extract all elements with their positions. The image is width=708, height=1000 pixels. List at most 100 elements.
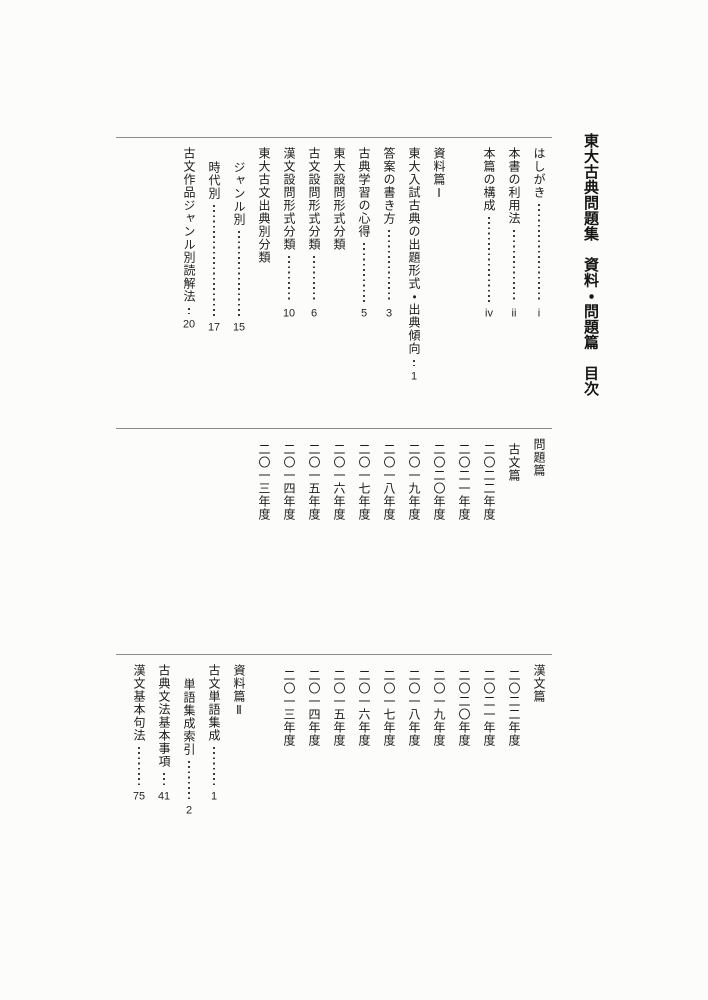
toc-entry: 二〇二〇年度 (426, 438, 451, 525)
toc-entry: 古典文法基本事項 41 (151, 664, 176, 802)
dotted-leader (187, 308, 190, 314)
page-number: 6 (310, 308, 318, 319)
toc-column-list: 漢文篇 二〇二二年度 二〇二一年度 二〇二〇年度 二〇一九年度 二〇一八年度 二〇一七年度二… (116, 655, 552, 816)
toc-entry: 二〇二〇年度 (451, 664, 476, 807)
toc-entry-label: 古文作品ジャンル別読解法 (182, 147, 196, 303)
dotted-leader (212, 747, 215, 786)
dotted-leader (237, 231, 240, 317)
toc-entry: 二〇一六年度 (351, 664, 376, 807)
toc-entry-label: 答案の書き方 (382, 147, 396, 225)
toc-entry: 古文作品ジャンル別読解法 20 (176, 147, 201, 330)
toc-entry-label: 漢文基本句法 (132, 664, 146, 742)
dotted-leader (412, 360, 415, 366)
toc-heading-label: 東大古文出典別分類 (257, 147, 271, 264)
page-number: 20 (182, 319, 196, 330)
toc-entry-label: 二〇一五年度 (307, 443, 321, 521)
toc-entry: 二〇二二年度 (476, 438, 501, 525)
toc-entry: 二〇一七年度 (351, 438, 376, 525)
toc-entry-label: 二〇一八年度 (407, 669, 421, 747)
toc-entry-label: 二〇一九年度 (407, 443, 421, 521)
toc-entry: 古文単語集成 1 (201, 664, 226, 802)
toc-column-list: はしがき i 本書の利用法 ii 本篇の構成 iv 資料篇Ⅰ 東大入試古典の出題形式・出典傾向… (116, 138, 552, 382)
toc-entry-label: 二〇一七年度 (382, 669, 396, 747)
page-number: 2 (185, 805, 193, 816)
toc-heading: 東大古文出典別分類 (251, 147, 276, 319)
toc-heading-label: 資料篇Ⅰ (432, 147, 446, 201)
toc-entry-label: 二〇二一年度 (457, 443, 471, 521)
toc-entry: 二〇一八年度 (401, 664, 426, 807)
page-number: 15 (232, 322, 246, 333)
toc-heading: 資料篇Ⅰ (426, 147, 451, 319)
toc-entry-label: 二〇二二年度 (507, 669, 521, 747)
toc-heading-label: 古文篇 (507, 443, 521, 482)
toc-entry: 時代別 17 (201, 147, 226, 333)
toc-section-kanbun-shiryo2: 漢文篇 二〇二二年度 二〇二一年度 二〇二〇年度 二〇一九年度 二〇一八年度 二〇一七年度二… (116, 654, 552, 816)
toc-entry-label: 古文設問形式分類 (307, 147, 321, 251)
toc-entry: 二〇二一年度 (476, 664, 501, 807)
toc-heading-label: 東大設問形式分類 (332, 147, 346, 251)
toc-heading-label: 問題篇 (532, 438, 546, 477)
toc-entry-label: 二〇一七年度 (357, 443, 371, 521)
toc-entry: 古文設問形式分類 6 (301, 147, 326, 319)
page-title: 東大古典問題集 資料・問題篇 目次 (582, 133, 599, 397)
toc-entry: 古典学習の心得 5 (351, 147, 376, 319)
dotted-leader (537, 204, 540, 303)
dotted-leader (162, 773, 165, 786)
toc-entry-label: 二〇一六年度 (357, 669, 371, 747)
toc-entry: 二〇一七年度 (376, 664, 401, 807)
toc-entry: ジャンル別 15 (226, 147, 251, 333)
page-number: 17 (207, 322, 221, 333)
toc-entry: 二〇一八年度 (376, 438, 401, 525)
dotted-leader (362, 243, 365, 303)
toc-entry: 二〇一三年度 (251, 438, 276, 525)
toc-entry-label: 二〇一六年度 (332, 443, 346, 521)
toc-entry-label: 二〇一三年度 (282, 669, 296, 747)
toc-entry: 答案の書き方 3 (376, 147, 401, 319)
toc-entry-label: 二〇一九年度 (432, 669, 446, 747)
toc-entry: 本書の利用法 ii (501, 147, 526, 319)
page-number: i (537, 308, 541, 319)
toc-entry: 二〇一四年度 (276, 438, 301, 525)
toc-heading: 古文篇 (501, 438, 526, 525)
page-number: 1 (210, 791, 218, 802)
toc-heading-label: 資料篇Ⅱ (232, 664, 246, 718)
toc-section-mondai-kobun: 問題篇 古文篇 二〇二二年度 二〇二一年度 二〇二〇年度 二〇一九年度 二〇一八年度 二〇一七… (116, 428, 552, 525)
toc-entry-label: 二〇二二年度 (482, 443, 496, 521)
toc-entry-label: 東大入試古典の出題形式・出典傾向 (407, 147, 421, 355)
toc-entry: 二〇一九年度 (426, 664, 451, 807)
dotted-leader (512, 230, 515, 303)
toc-entry-label: 二〇一三年度 (257, 443, 271, 521)
toc-entry-label: 二〇二一年度 (482, 669, 496, 747)
dotted-leader (137, 747, 140, 786)
dotted-leader (212, 205, 215, 317)
toc-column-list: 問題篇 古文篇 二〇二二年度 二〇二一年度 二〇二〇年度 二〇一九年度 二〇一八年度 二〇一七… (116, 429, 552, 525)
toc-section-front-matter: はしがき i 本書の利用法 ii 本篇の構成 iv 資料篇Ⅰ 東大入試古典の出題形式・出典傾向… (116, 137, 552, 382)
page-number: 5 (360, 308, 368, 319)
toc-entry-label: 二〇一四年度 (307, 669, 321, 747)
toc-entry: 二〇一五年度 (326, 664, 351, 807)
toc-entry-label: 古典学習の心得 (357, 147, 371, 238)
dotted-leader (387, 230, 390, 303)
page-number: 41 (157, 791, 171, 802)
page-number: ii (511, 308, 517, 319)
toc-entry: 東大入試古典の出題形式・出典傾向 1 (401, 147, 426, 382)
toc-heading-label: 漢文篇 (532, 664, 546, 703)
toc-entry: はしがき i (526, 147, 551, 319)
toc-entry: 漢文基本句法 75 (126, 664, 151, 802)
toc-heading: 資料篇Ⅱ (226, 664, 251, 802)
toc-entry: 二〇二二年度 (501, 664, 526, 807)
page-number: 1 (410, 371, 418, 382)
toc-entry: 二〇二一年度 (451, 438, 476, 525)
toc-entry-label: はしがき (532, 147, 546, 199)
toc-entry: 漢文設問形式分類 10 (276, 147, 301, 319)
toc-entry: 二〇一四年度 (301, 664, 326, 807)
toc-entry: 単語集成索引 2 (176, 664, 201, 816)
toc-entry-label: 時代別 (207, 161, 221, 200)
toc-entry-label: 二〇二〇年度 (432, 443, 446, 521)
toc-entry: 本篇の構成 iv (476, 147, 501, 319)
dotted-leader (312, 256, 315, 303)
toc-entry-label: ジャンル別 (232, 161, 246, 226)
toc-entry-label: 二〇一五年度 (332, 669, 346, 747)
toc-entry-label: 古文単語集成 (207, 664, 221, 742)
